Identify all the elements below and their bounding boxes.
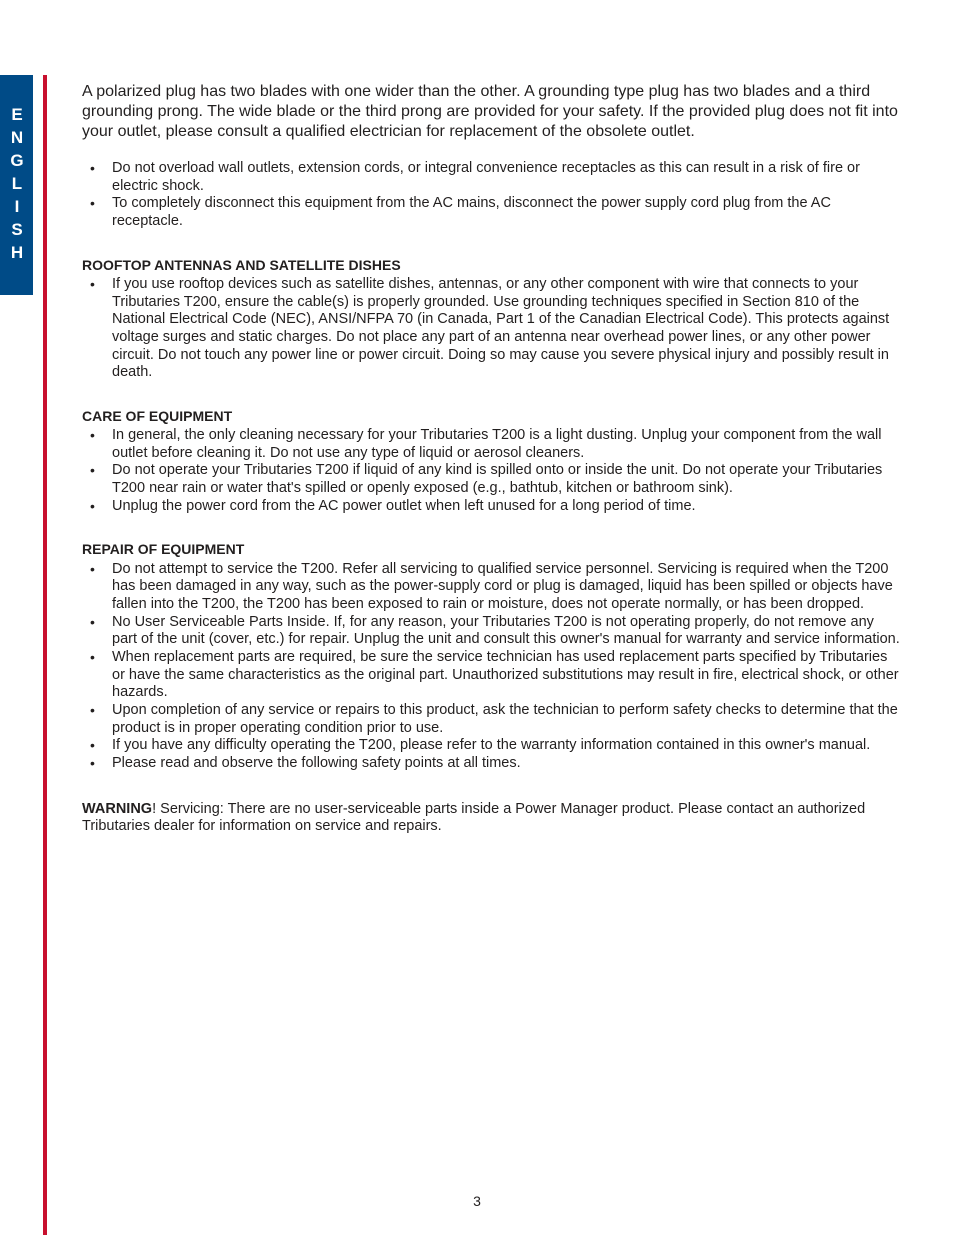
- page-number: 3: [0, 1193, 954, 1209]
- list-item: No User Serviceable Parts Inside. If, fo…: [82, 614, 902, 649]
- section-heading: CARE OF EQUIPMENT: [82, 408, 902, 425]
- list-item: If you have any difficulty operating the…: [82, 737, 902, 755]
- list-item: To completely disconnect this equipment …: [82, 195, 902, 230]
- warning-label: WARNING: [82, 801, 152, 817]
- intro-paragraph: A polarized plug has two blades with one…: [82, 82, 902, 142]
- bullet-list: Do not attempt to service the T200. Refe…: [82, 561, 902, 773]
- section-heading: ROOFTOP ANTENNAS AND SATELLITE DISHES: [82, 257, 902, 274]
- section-care: CARE OF EQUIPMENT In general, the only c…: [82, 408, 902, 516]
- warning-paragraph: WARNING! Servicing: There are no user-se…: [82, 801, 902, 836]
- list-item: Please read and observe the following sa…: [82, 755, 902, 773]
- section-heading: REPAIR OF EQUIPMENT: [82, 541, 902, 558]
- warning-text: ! Servicing: There are no user-serviceab…: [82, 801, 865, 835]
- list-item: In general, the only cleaning necessary …: [82, 427, 902, 462]
- list-item: Do not overload wall outlets, extension …: [82, 160, 902, 195]
- language-tab: ENGLISH: [0, 75, 33, 295]
- list-item: Upon completion of any service or repair…: [82, 702, 902, 737]
- list-item: When replacement parts are required, be …: [82, 649, 902, 702]
- list-item: Unplug the power cord from the AC power …: [82, 498, 902, 516]
- tab-label: ENGLISH: [7, 105, 27, 266]
- list-item: If you use rooftop devices such as satel…: [82, 276, 902, 382]
- accent-bar: [43, 75, 47, 1235]
- top-bullet-list: Do not overload wall outlets, extension …: [82, 160, 902, 231]
- section-rooftop: ROOFTOP ANTENNAS AND SATELLITE DISHES If…: [82, 257, 902, 382]
- list-item: Do not attempt to service the T200. Refe…: [82, 561, 902, 614]
- page-content: A polarized plug has two blades with one…: [82, 82, 902, 836]
- bullet-list: If you use rooftop devices such as satel…: [82, 276, 902, 382]
- list-item: Do not operate your Tributaries T200 if …: [82, 462, 902, 497]
- section-repair: REPAIR OF EQUIPMENT Do not attempt to se…: [82, 541, 902, 772]
- bullet-list: In general, the only cleaning necessary …: [82, 427, 902, 515]
